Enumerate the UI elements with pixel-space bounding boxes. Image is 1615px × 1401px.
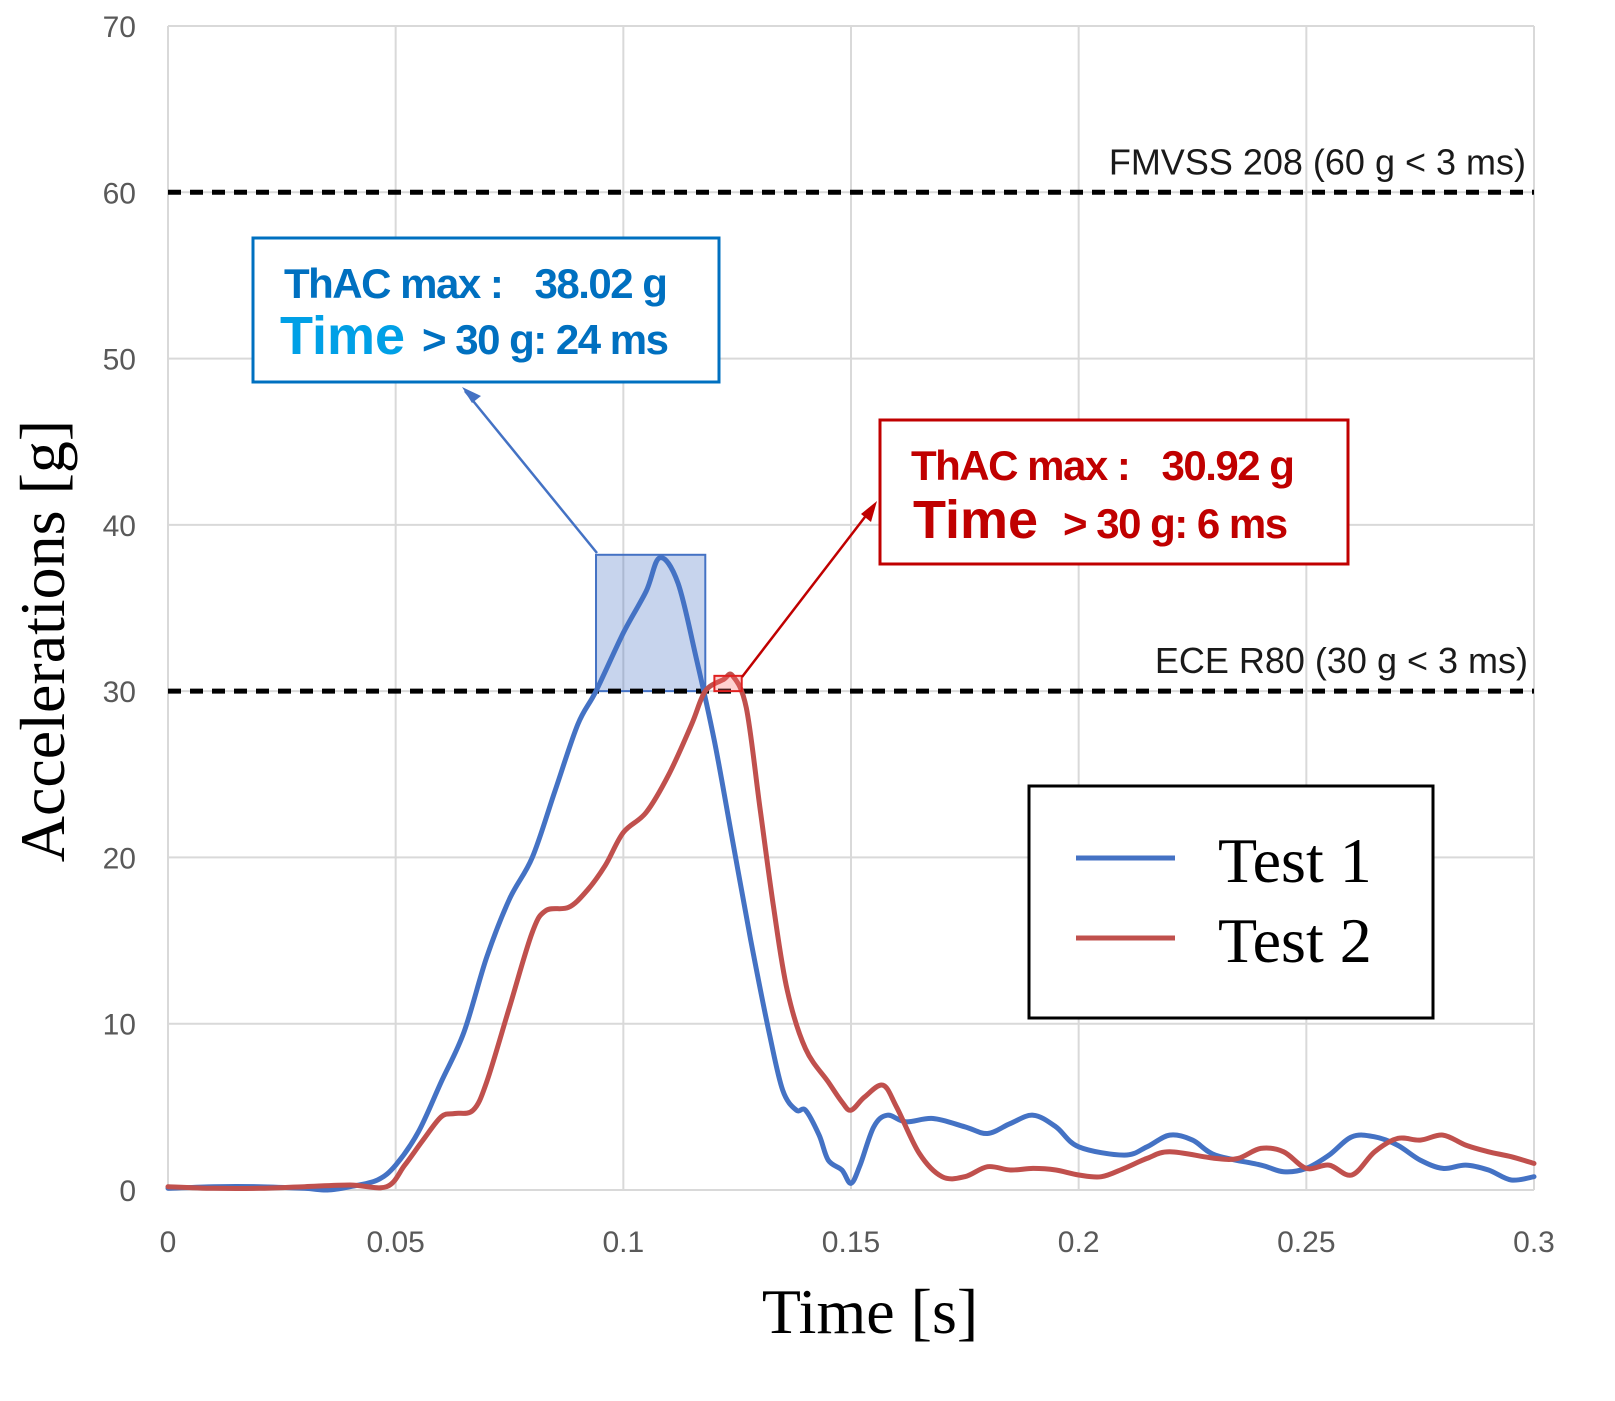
x-tick-label: 0	[160, 1226, 177, 1259]
blue-annotation-label: ThAC max :	[284, 260, 502, 307]
legend-label-test-1: Test 1	[1218, 825, 1372, 896]
y-tick-label: 10	[103, 1009, 136, 1042]
y-tick-label: 20	[103, 842, 136, 875]
fmvss-reference-label: FMVSS 208 (60 g < 3 ms)	[1109, 141, 1526, 182]
series-line-test-2	[165, 671, 1537, 1192]
blue-annotation-value: 38.02 g	[535, 260, 667, 307]
svg-text:ThAC max : 38.02 g: ThAC max : 38.02 g	[284, 260, 666, 307]
blue-annotation-time-suffix: > 30 g: 24 ms	[422, 316, 668, 363]
svg-text:ThAC max : 30.92 g: ThAC max : 30.92 g	[911, 442, 1293, 489]
x-tick-label: 0.3	[1513, 1226, 1555, 1259]
legend: Test 1 Test 2	[1027, 784, 1435, 1020]
y-tick-label: 60	[103, 177, 136, 210]
red-annotation-time-prefix: Time	[913, 490, 1038, 550]
x-tick-labels: 0 0.05 0.1 0.15 0.2 0.25 0.3	[160, 1226, 1555, 1259]
x-tick-label: 0.2	[1058, 1226, 1100, 1259]
y-tick-label: 30	[103, 676, 136, 709]
red-annotation: ThAC max : 30.92 g Time > 30 g: 6 ms	[878, 418, 1350, 566]
red-annotation-box	[878, 418, 1350, 566]
blue-arrow-head	[462, 387, 481, 403]
y-tick-label: 40	[103, 510, 136, 543]
red-annotation-label: ThAC max :	[911, 442, 1129, 489]
blue-annotation: ThAC max : 38.02 g Time > 30 g: 24 ms	[251, 236, 721, 384]
red-annotation-time-suffix: > 30 g: 6 ms	[1063, 500, 1287, 547]
blue-annotation-box	[251, 236, 721, 384]
red-arrow-head	[861, 501, 877, 522]
x-tick-label: 0.05	[366, 1226, 424, 1259]
blue-annotation-time-prefix: Time	[280, 306, 405, 366]
x-tick-label: 0.25	[1277, 1226, 1335, 1259]
red-callout-arrow	[741, 512, 869, 678]
y-tick-labels: 0 10 20 30 40 50 60 70	[103, 11, 136, 1208]
blue-callout-arrow	[464, 390, 598, 554]
legend-label-test-2: Test 2	[1218, 905, 1372, 976]
legend-box	[1027, 784, 1435, 1020]
ece-reference-label: ECE R80 (30 g < 3 ms)	[1155, 640, 1528, 681]
x-tick-label: 0.1	[602, 1226, 644, 1259]
svg-text:Time > 30 g: 24 ms: Time > 30 g: 24 ms	[280, 306, 668, 366]
x-axis-title: Time [s]	[762, 1276, 978, 1347]
red-annotation-value: 30.92 g	[1162, 442, 1294, 489]
y-tick-label: 50	[103, 344, 136, 377]
svg-text:Time > 30 g: 6 ms: Time > 30 g: 6 ms	[913, 490, 1287, 550]
y-tick-label: 0	[119, 1175, 136, 1208]
red-highlight-box	[713, 674, 743, 693]
series-line-test-1	[165, 555, 1537, 1193]
x-tick-label: 0.15	[822, 1226, 880, 1259]
y-axis-title: Accelerations [g]	[7, 420, 78, 862]
y-tick-label: 70	[103, 11, 136, 44]
